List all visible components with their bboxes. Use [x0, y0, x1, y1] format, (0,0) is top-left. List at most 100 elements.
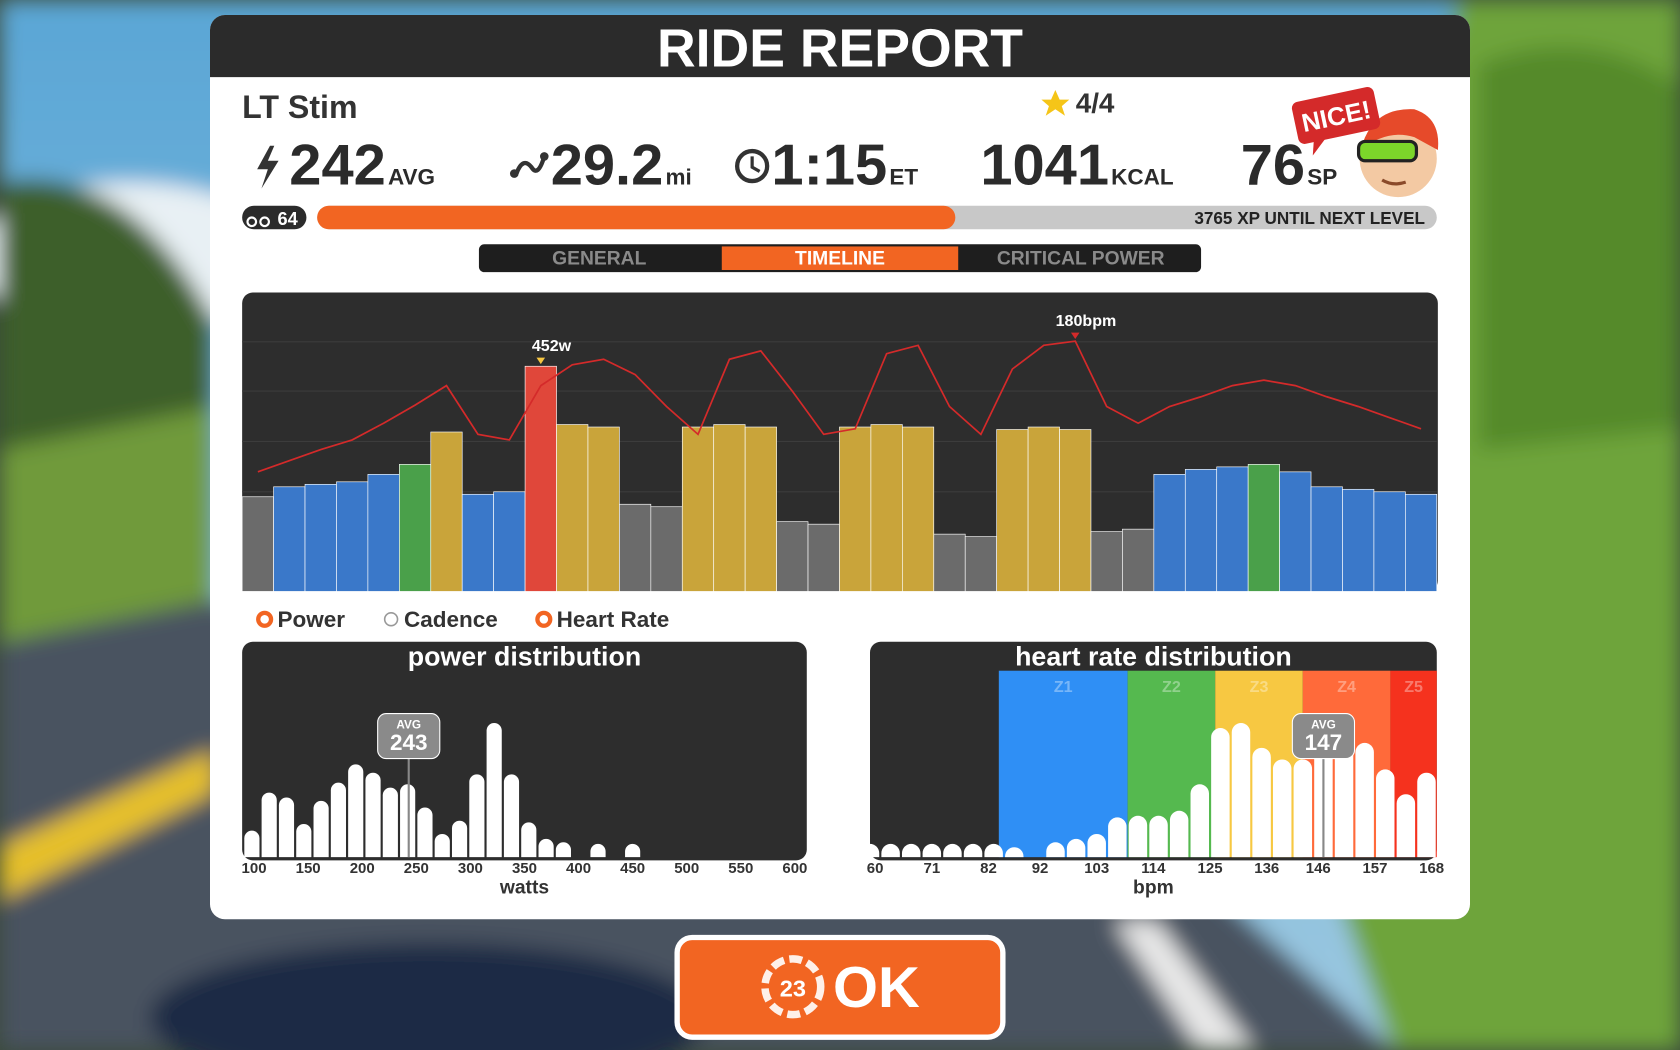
hist-bar: [382, 787, 398, 858]
hist-bar: [1211, 727, 1230, 858]
power-bar: [870, 424, 903, 592]
power-bar: [1405, 493, 1438, 592]
hist-bar: [365, 772, 381, 858]
hist-bar: [922, 843, 942, 858]
power-bar: [461, 493, 494, 592]
header-bar: [210, 15, 1470, 78]
legend-toggle[interactable]: [383, 612, 399, 627]
ok-label[interactable]: OK: [833, 956, 920, 1020]
power-bar: [1342, 488, 1375, 592]
power-bar: [681, 426, 715, 592]
hist-bar: [348, 764, 364, 858]
bike-icon: [259, 216, 270, 228]
tab[interactable]: [721, 246, 959, 270]
avatar: NICE!: [1291, 87, 1439, 198]
x-tick-label: 60: [867, 860, 884, 877]
distance-icon-dot: [510, 169, 519, 178]
hist-bar: [1108, 817, 1127, 858]
power-bar: [933, 533, 966, 592]
hist-bar: [1190, 784, 1209, 858]
legend-label[interactable]: Cadence: [404, 607, 498, 632]
x-tick-label: 82: [980, 860, 997, 877]
power-bar: [587, 426, 620, 592]
avg-value: 147: [1305, 730, 1343, 755]
power-bar: [304, 483, 337, 592]
annotation-label: 180bpm: [1056, 312, 1117, 330]
x-tick-label: 114: [1141, 860, 1166, 877]
bike-icon: [246, 216, 258, 228]
level-badge: [242, 205, 307, 230]
stat-unit: KCAL: [1111, 164, 1174, 189]
heart-rate-line: [257, 340, 1422, 473]
x-tick-label: 136: [1254, 860, 1279, 877]
power-bar: [367, 474, 400, 592]
annotation-label: 452w: [532, 337, 572, 355]
hist-bar: [261, 792, 277, 858]
avg-value: 243: [390, 730, 428, 755]
legend-toggle[interactable]: [535, 610, 553, 628]
hist-bar: [1252, 747, 1271, 858]
avg-box: [377, 713, 441, 760]
tab[interactable]: [481, 246, 718, 270]
power-bar: [556, 424, 589, 592]
x-tick-label: 103: [1084, 860, 1109, 877]
hr-zone: [998, 670, 1128, 858]
hist-bar: [1272, 759, 1292, 858]
tab-label[interactable]: CRITICAL POWER: [997, 249, 1165, 270]
hist-bar: [417, 807, 433, 858]
tab-label[interactable]: GENERAL: [552, 249, 646, 270]
tab[interactable]: [962, 246, 1199, 270]
hist-bar: [434, 833, 450, 858]
legend-label[interactable]: Power: [278, 607, 346, 632]
stat-unit: mi: [665, 164, 691, 189]
x-tick-label: 600: [782, 860, 807, 877]
hist-bar: [984, 843, 1003, 858]
tab-label[interactable]: TIMELINE: [795, 249, 885, 270]
hist-bar: [313, 800, 329, 858]
level-number: 64: [278, 209, 299, 229]
time-icon-hands: [750, 156, 761, 173]
hist-bar: [469, 774, 485, 858]
hist-bar: [538, 838, 554, 858]
x-tick-label: 400: [566, 860, 591, 877]
timeline-chart: 452w 180bpm: [241, 312, 1438, 592]
hist-bar: [555, 842, 571, 858]
power-bar: [776, 521, 809, 592]
power-bar: [1090, 531, 1123, 592]
power-bar: [902, 426, 935, 592]
hist-bar: [1128, 815, 1148, 858]
hist-bar: [521, 822, 537, 858]
power-bar: [1027, 426, 1060, 592]
power-bar: [1153, 474, 1186, 592]
ok-button[interactable]: [674, 934, 1006, 1040]
stars-count: 4/4: [1076, 88, 1115, 119]
hist-bar: [1417, 772, 1436, 858]
power-bar: [1059, 429, 1092, 592]
stat-value: 76: [1241, 133, 1305, 197]
x-tick-label: 300: [458, 860, 483, 877]
power-bar: [1122, 528, 1155, 592]
power-bar: [619, 503, 652, 592]
x-tick-label: 450: [620, 860, 645, 877]
hist-bar: [1293, 759, 1313, 858]
zone-label: Z3: [1250, 678, 1269, 696]
hist-bar: [1169, 810, 1189, 858]
hist-bar: [1005, 847, 1024, 858]
stat-unit: AVG: [388, 164, 435, 189]
countdown: 23: [780, 975, 806, 1001]
x-tick-label: 550: [728, 860, 753, 877]
x-tick-label: 168: [1419, 860, 1444, 877]
power-bar: [1247, 464, 1280, 592]
power-bar: [430, 431, 463, 592]
hist-bar: [1231, 723, 1251, 858]
power-bar: [493, 491, 526, 592]
star-icon: [1041, 90, 1070, 116]
power-bar: [713, 424, 746, 592]
hist-bar: [244, 830, 260, 858]
power-bar: [241, 496, 274, 592]
power-bar: [1184, 469, 1218, 592]
histogram: Z1 Z2 Z3 Z4 Z5 heart rate distribution 60 71 82 9…: [867, 641, 1444, 898]
legend-toggle[interactable]: [256, 610, 274, 628]
legend-label[interactable]: Heart Rate: [557, 607, 670, 632]
power-bar: [1216, 466, 1249, 592]
